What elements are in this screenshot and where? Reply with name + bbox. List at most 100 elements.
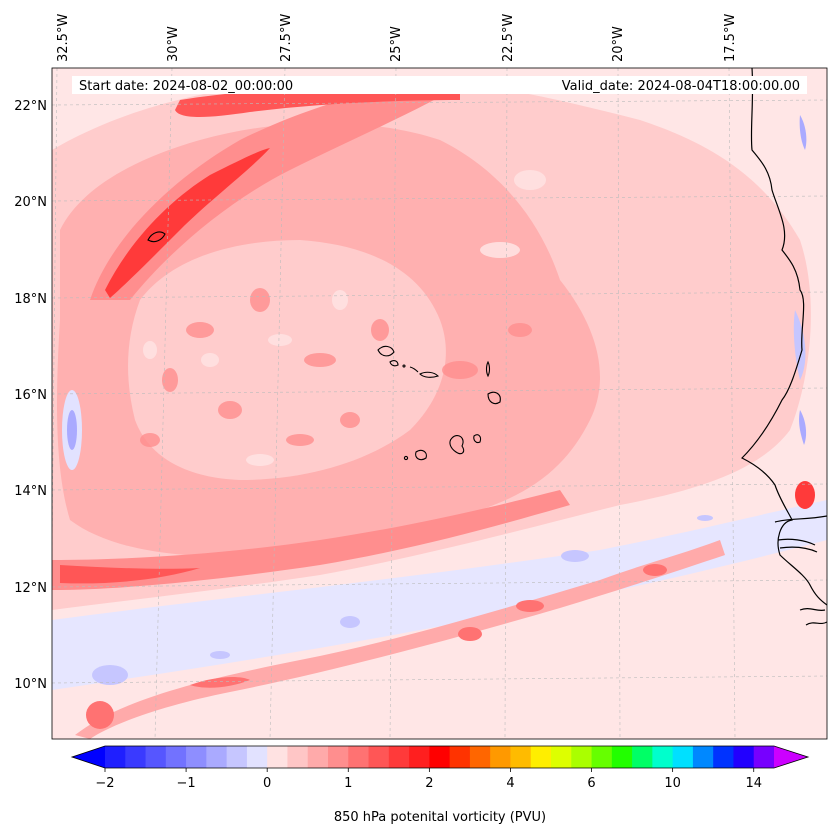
pv-coast-red-spot [795,481,815,509]
pv-blue-patches [92,515,713,685]
colorbar-segment [530,746,552,768]
start-date-label: Start date: 2024-08-02_00:00:00 [79,79,293,94]
lon-tick-25w: 25°W [389,26,404,62]
colorbar-segment [571,746,593,768]
colorbar-segment [449,746,471,768]
colorbar-segment [713,746,734,768]
pv-band-south [52,490,570,590]
pv-band-south-core [60,565,200,584]
colorbar-tick-label: −2 [95,776,114,791]
island-northwest [147,231,166,243]
pv-band-lower-spot-2 [516,600,544,612]
colorbar-segment [510,746,532,768]
island-fogo [415,449,427,461]
pv-speckles-light [143,170,546,466]
guinea-bissau-coast [799,607,827,626]
pv-coast-blue-3 [799,410,807,445]
colorbar-segment [328,746,349,768]
colorbar-segment [246,746,268,768]
colorbar-segment [307,746,329,768]
colorbar-tick-label: 10 [664,776,681,791]
gambia-outline [777,538,818,553]
colorbar-segment [105,746,126,768]
pv-band-northwest-core [105,148,270,298]
colorbar-tick-label: 0 [263,776,271,791]
pv-speckles [140,288,532,447]
colorbar-segment [145,746,167,768]
colorbar-segment [551,746,572,768]
colorbar-segment [591,746,613,768]
lat-tick-16n: 16°N [14,388,47,403]
colorbar-segments [105,746,775,768]
colorbar-segment [753,746,775,768]
island-sao-nicolau [409,366,419,373]
colorbar-label: 850 hPa potenital vorticity (PVU) [334,810,546,825]
lat-tick-14n: 14°N [14,484,47,499]
colorbar-segment [186,746,207,768]
islands [147,231,501,461]
colorbar-under-arrow [72,746,105,768]
gridlines [52,68,827,739]
colorbar-segment [368,746,390,768]
pv-west-spot-core [67,410,77,450]
colorbar: −2 −1 0 1 2 4 6 10 14 850 hPa potenital vorticit… [70,745,810,825]
island-brava [403,455,409,461]
island-santa-luzia [402,364,406,368]
colorbar-segment [206,746,228,768]
lon-tick-20w: 20°W [611,26,626,62]
date-banner [72,76,807,94]
colorbar-segment [733,746,755,768]
valid-date-label: Valid_date: 2024-08-04T18:00:00.00 [562,79,800,94]
pv-region-core [128,240,446,480]
colorbar-tick-label: 6 [587,776,595,791]
colorbar-over-arrow [774,746,808,768]
latitude-ticks: 22°N 20°N 18°N 16°N 14°N 12°N 10°N [14,99,47,692]
colorbar-segment [469,746,491,768]
africa-coastline [740,68,827,606]
lat-tick-22n: 22°N [14,99,47,114]
island-sao-vicente [389,360,399,367]
island-boa-vista [487,391,501,405]
colorbar-tick-label: 1 [344,776,352,791]
colorbar-segment [632,746,653,768]
pv-band-top [175,87,460,117]
pv-band-lower-spot-3 [643,564,667,576]
pv-band-lower [75,540,725,739]
colorbar-segment [611,746,633,768]
colorbar-tick-label: 4 [506,776,514,791]
island-santo-antao [377,345,395,357]
colorbar-segment [165,746,187,768]
pv-band-lower-core [190,677,250,688]
colorbar-segment [672,746,694,768]
lon-tick-32-5w: 32.5°W [56,14,71,62]
colorbar-tick-label: 14 [745,776,762,791]
coastline [740,68,827,626]
lon-tick-22-5w: 22.5°W [501,14,516,62]
lon-tick-27-5w: 27.5°W [279,14,294,62]
map-area [52,68,827,739]
colorbar-segment [125,746,147,768]
lon-tick-30w: 30°W [166,26,181,62]
lon-tick-17-5w: 17.5°W [723,14,738,62]
lat-tick-18n: 18°N [14,292,47,307]
colorbar-segment [388,746,410,768]
colorbar-segment [409,746,430,768]
colorbar-segment [490,746,511,768]
colorbar-segment [267,746,288,768]
colorbar-segment [692,746,714,768]
colorbar-segment [348,746,370,768]
colorbar-segment [287,746,309,768]
pv-band-lower-spot-1 [458,627,482,641]
colorbar-ticks: −2 −1 0 1 2 4 6 10 14 [95,768,762,791]
map-frame [51,67,828,740]
pv-coast-blue-2 [799,115,807,150]
pv-band-lower-spot-4 [86,701,114,729]
colorbar-segment [429,746,451,768]
longitude-ticks: 32.5°W 30°W 27.5°W 25°W 22.5°W 20°W 17.5… [56,14,738,62]
colorbar-segment [226,746,248,768]
colorbar-segment [652,746,674,768]
mauritania-border [774,515,827,523]
island-sao-nicolau-2 [419,371,440,378]
pv-band-blue [52,500,827,690]
